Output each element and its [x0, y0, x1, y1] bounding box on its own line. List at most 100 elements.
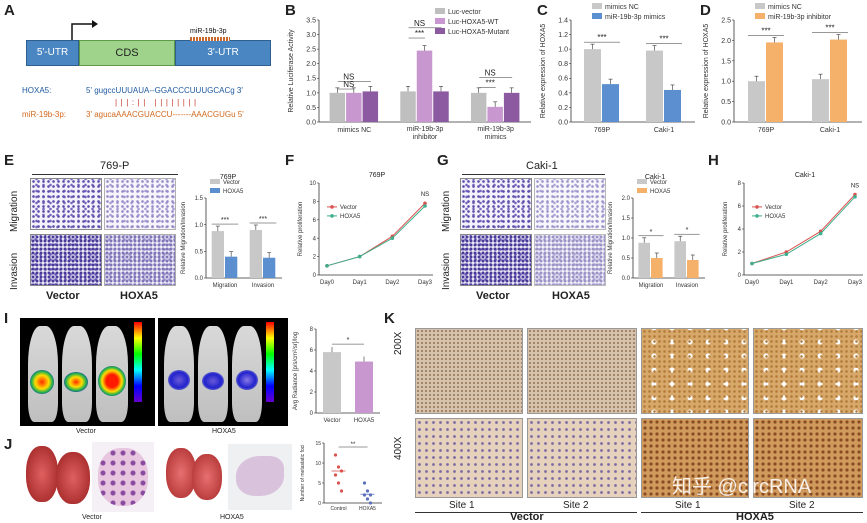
y-axis-label: Avg Radiance [p/s/cm²/sr]/log: [293, 332, 299, 410]
chart-h: 0 2 4 6 8 Relative proliferation Caki-1 Day0 Day…: [723, 172, 863, 286]
legend-label: Vector: [340, 205, 357, 211]
significance-label: *: [347, 337, 350, 344]
data-point: [853, 195, 857, 199]
category-label: Vector: [323, 418, 340, 424]
k-vector-underline: [415, 512, 637, 513]
y-tick-label: 0.0: [721, 119, 731, 126]
bar: [329, 92, 346, 122]
significance-label: ***: [825, 24, 834, 33]
chart-e: 0.0 0.5 1.0 1.5 Relative Migration/Invasion 7…: [181, 174, 282, 289]
e-title-line: [32, 174, 178, 175]
e-micrograph-invasion-vector: [30, 234, 102, 286]
x-tick-label: Day3: [418, 280, 433, 286]
bar: [646, 50, 663, 122]
colorbar: [134, 322, 142, 402]
y-tick-label: 2: [310, 390, 314, 396]
watermark: 知乎 @circRNA: [672, 476, 812, 498]
x-tick-label: Day1: [779, 280, 794, 286]
bar: [687, 260, 699, 278]
significance-label: ***: [597, 33, 606, 42]
mouse-image: [96, 326, 128, 422]
y-axis-label: Relative proliferation: [723, 202, 729, 257]
base-pairing: | | | : | | | | | | | | | |: [115, 98, 196, 107]
bar: [664, 89, 681, 122]
y-tick-label: 2.5: [306, 47, 316, 54]
category-label: mimics NC: [337, 127, 371, 134]
y-tick-label: 1.5: [721, 58, 731, 65]
g-micrograph-migration-vector: [460, 178, 532, 230]
k-site2-hoxa5: Site 2: [789, 500, 815, 511]
legend-label: mimics NC: [605, 4, 639, 11]
bar: [323, 352, 341, 413]
significance-label: NS: [421, 192, 429, 198]
y-tick-label: 0.0: [622, 276, 631, 282]
bar: [346, 92, 362, 122]
significance-label: NS: [485, 68, 496, 77]
k-site2-vector: Site 2: [563, 500, 589, 511]
legend-swatch: [755, 3, 765, 9]
bar: [487, 106, 503, 122]
cds-box: CDS: [79, 40, 175, 66]
category-label: Control: [330, 506, 346, 512]
y-tick-label: 0.5: [306, 105, 316, 112]
data-point: [325, 264, 329, 268]
y-tick-label: 4: [313, 236, 317, 242]
legend-label: Luc-HOXA5-WT: [448, 19, 499, 26]
bar: [812, 79, 829, 122]
category-label: 769P: [594, 127, 611, 134]
significance-label: NS: [414, 19, 425, 28]
significance-label: ***: [659, 35, 668, 44]
legend-swatch: [435, 8, 445, 14]
y-tick-label: 4: [738, 227, 742, 233]
y-axis-label: Relative Luciferase Activity: [288, 29, 295, 113]
data-point: [390, 236, 395, 240]
data-point: [357, 254, 362, 259]
e-col2-label: HOXA5: [120, 290, 158, 302]
g-row1-label: Migration: [441, 190, 452, 232]
j-hoxa5-lung-photo: [162, 444, 226, 508]
data-point: [333, 473, 338, 477]
y-tick-label: 8: [310, 327, 314, 333]
x-tick-label: Day0: [320, 280, 335, 286]
g-row2-label: Invasion: [441, 252, 452, 290]
k-ihc-200x-vector-site2: [527, 328, 637, 414]
category-label: HOXA5: [354, 418, 375, 424]
e-micrograph-invasion-hoxa5: [104, 234, 176, 286]
i-hoxa5-imaging: [158, 318, 288, 426]
panel-label-d: D: [700, 2, 711, 19]
data-point: [339, 489, 344, 493]
category-label: Invasion: [676, 283, 698, 289]
y-tick-label: 2: [313, 255, 317, 261]
j-hoxa5-he-section: [228, 444, 292, 510]
i-col1-label: Vector: [76, 428, 96, 435]
legend-label: HOXA5: [765, 214, 786, 220]
y-tick-label: 0: [313, 273, 317, 279]
significance-label: ***: [485, 79, 494, 88]
y-axis-label: Relative Migration/Invasion: [181, 202, 187, 274]
data-point: [362, 481, 367, 485]
chart-i: 0 2 4 6 8 Avg Radiance [p/s/cm²/sr]/log Vector…: [293, 327, 380, 424]
y-tick-label: 2.5: [721, 17, 731, 24]
data-point: [336, 465, 341, 469]
y-tick-label: 1.4: [558, 17, 568, 24]
significance-label: NS: [343, 73, 354, 82]
bar: [362, 91, 379, 122]
legend-swatch: [637, 179, 647, 184]
data-point: [365, 489, 370, 493]
category-label: Caki-1: [654, 127, 674, 134]
x-tick-label: Day2: [814, 280, 829, 286]
tss-arrow-icon: [71, 20, 98, 40]
y-tick-label: 0.8: [558, 61, 568, 68]
bar: [400, 91, 416, 122]
data-point: [423, 201, 427, 206]
panel-label-i: I: [4, 310, 9, 327]
y-tick-label: 0.0: [306, 119, 316, 126]
j-vector-lung-photo: [24, 442, 92, 512]
k-ihc-200x-vector-site1: [415, 328, 523, 414]
legend-label: HOXA5: [650, 189, 671, 195]
chart-title: Caki-1: [795, 172, 815, 179]
gene-diagram: 5'-UTR CDS 3'-UTR: [26, 40, 271, 66]
category-label: inhibitor: [413, 134, 438, 141]
legend-swatch: [592, 13, 602, 19]
y-tick-label: 10: [315, 461, 321, 467]
